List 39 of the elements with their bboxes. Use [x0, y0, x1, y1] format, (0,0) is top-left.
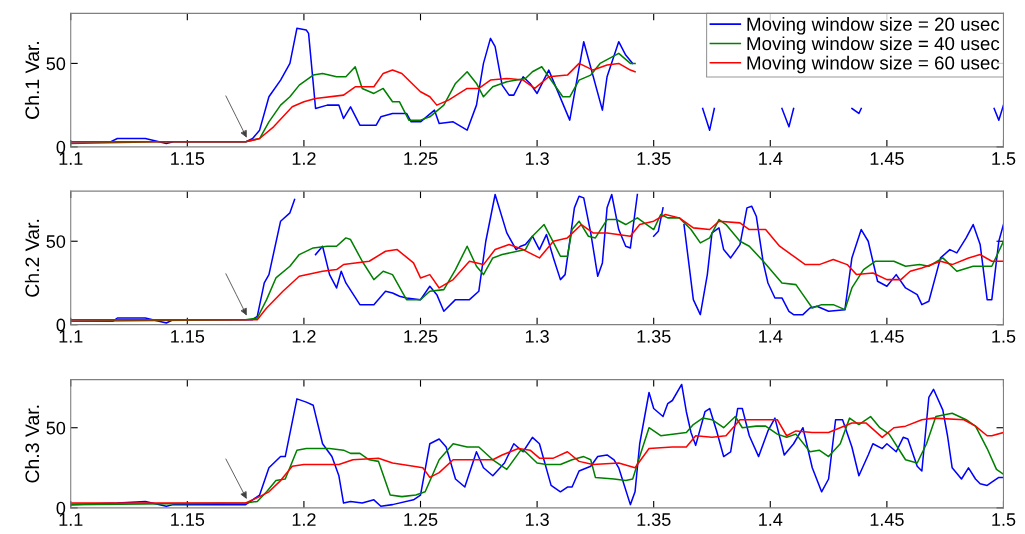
x-tick-label: 1.15 — [171, 152, 205, 165]
y-tick-label: 50 — [46, 235, 66, 248]
legend-label: Moving window size = 40 usec — [747, 36, 1000, 54]
x-tick-label: 1.35 — [637, 330, 671, 343]
x-tick-label: 1.45 — [870, 330, 904, 343]
x-tick-label: 1.4 — [759, 152, 783, 165]
x-tick-label: 1.5 — [992, 152, 1016, 165]
x-tick-label: 1.4 — [759, 513, 783, 526]
y-axis-title: Ch.1 Var. — [24, 42, 40, 119]
y-tick-label: 0 — [56, 140, 66, 154]
x-tick-label: 1.35 — [637, 513, 671, 526]
x-tick-label: 1.15 — [171, 330, 205, 343]
x-tick-label: 1.2 — [292, 152, 316, 165]
legend-label: Moving window size = 20 usec — [747, 17, 1000, 35]
x-tick-label: 1.3 — [525, 152, 549, 165]
x-tick-label: 1.2 — [292, 513, 316, 526]
x-tick-label: 1.25 — [404, 513, 438, 526]
x-tick-label: 1.5 — [992, 330, 1016, 343]
y-axis-title: Ch.3 Var. — [24, 405, 40, 483]
x-tick-label: 1.1 — [59, 330, 83, 343]
x-tick-label: 1.2 — [292, 330, 316, 343]
y-tick-label: 0 — [56, 318, 66, 332]
x-tick-label: 1.45 — [870, 152, 904, 165]
x-tick-label: 1.3 — [525, 513, 549, 526]
x-tick-label: 1.4 — [759, 330, 783, 343]
y-axis-title: Ch.2 Var. — [24, 219, 40, 297]
x-tick-label: 1.5 — [992, 513, 1016, 526]
x-tick-label: 1.25 — [404, 330, 438, 343]
x-tick-label: 1.45 — [870, 513, 904, 526]
y-tick-label: 50 — [46, 421, 66, 435]
x-tick-label: 1.3 — [525, 330, 549, 343]
x-tick-label: 1.15 — [171, 513, 205, 526]
x-tick-label: 1.1 — [59, 513, 83, 526]
x-tick-label: 1.1 — [59, 152, 83, 165]
x-tick-label: 1.35 — [637, 152, 671, 165]
y-tick-label: 50 — [46, 57, 66, 71]
legend-label: Moving window size = 60 usec — [747, 55, 1000, 74]
x-tick-label: 1.25 — [404, 152, 438, 165]
y-tick-label: 0 — [56, 501, 66, 515]
